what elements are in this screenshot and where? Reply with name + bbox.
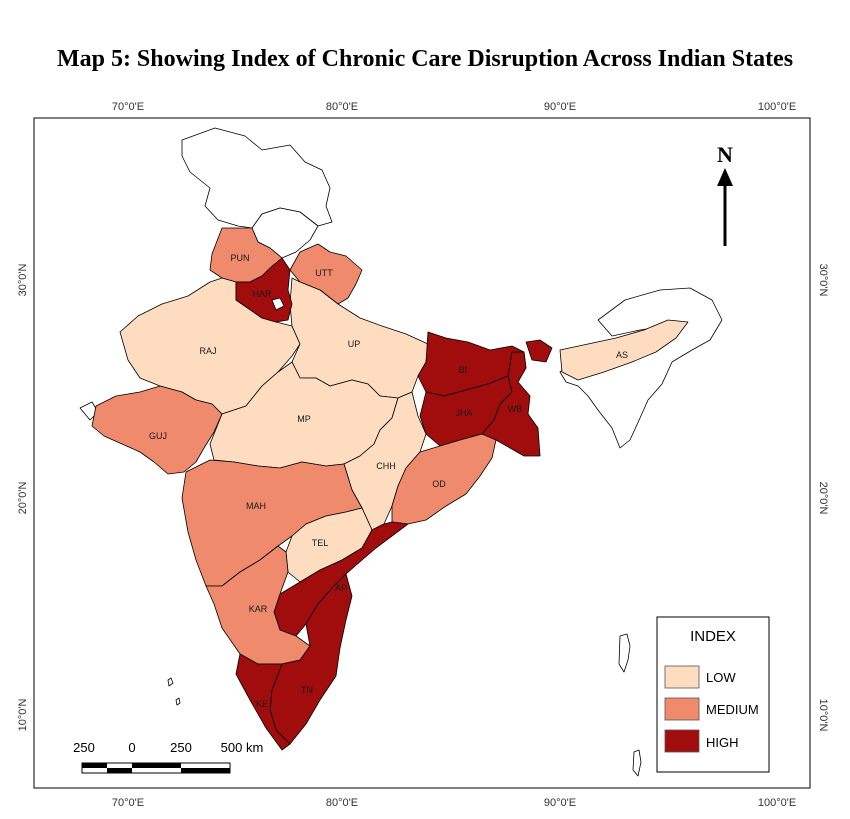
tick-right-10n: 10°0'N	[817, 699, 829, 732]
scale-seg	[82, 763, 107, 768]
tick-left-10n: 10°0'N	[17, 699, 29, 732]
legend-label-medium: MEDIUM	[706, 702, 759, 717]
north-arrow-icon	[717, 168, 733, 186]
state-raj	[119, 277, 301, 415]
tick-left-20n: 20°0'N	[17, 482, 29, 515]
tick-bottom-70e: 70°0'E	[112, 797, 144, 809]
scale-label-0: 0	[128, 740, 135, 755]
label-chh: CHH	[376, 461, 396, 471]
state-tn	[269, 573, 353, 745]
region-andaman	[618, 633, 631, 673]
state-guj	[91, 385, 223, 475]
tick-top-90e: 90°0'E	[544, 101, 576, 113]
scale-bar: 250 0 250 500 km	[73, 740, 264, 774]
label-bi: BI	[459, 365, 468, 375]
label-tn: TN	[301, 685, 313, 695]
label-guj: GUJ	[149, 431, 167, 441]
north-arrow-label: N	[717, 142, 733, 167]
legend-swatch-medium	[664, 697, 700, 721]
legend-label-high: HIGH	[706, 735, 739, 750]
region-nicobar	[632, 749, 642, 777]
state-wb	[481, 351, 541, 457]
tick-bottom-80e: 80°0'E	[326, 797, 358, 809]
legend-swatch-high	[664, 729, 700, 753]
label-mah: MAH	[246, 501, 266, 511]
state-utt	[289, 243, 363, 305]
label-wb: WB	[508, 404, 523, 414]
state-sikkim	[525, 339, 553, 363]
scale-label-500km: 500 km	[221, 740, 264, 755]
label-mp: MP	[297, 414, 311, 424]
state-as	[559, 319, 689, 381]
label-raj: RAJ	[199, 346, 216, 356]
label-od: OD	[432, 479, 446, 489]
label-utt: UTT	[315, 268, 333, 278]
label-tel: TEL	[312, 538, 329, 548]
state-labels: PUN HAR UTT RAJ UP BI AS GUJ MP JHA WB C…	[149, 253, 628, 709]
label-har: HAR	[252, 289, 272, 299]
tick-top-80e: 80°0'E	[326, 101, 358, 113]
region-lakshadweep	[167, 677, 181, 706]
tick-bottom-100e: 100°0'E	[758, 797, 796, 809]
region-delhi	[271, 297, 285, 311]
label-up: UP	[348, 339, 361, 349]
tick-right-20n: 20°0'N	[817, 482, 829, 515]
label-kar: KAR	[249, 604, 268, 614]
map-title: Map 5: Showing Index of Chronic Care Dis…	[56, 46, 794, 72]
legend-label-low: LOW	[706, 670, 736, 685]
label-ap: AP	[335, 583, 347, 593]
label-jha: JHA	[455, 408, 472, 418]
label-ke: KE	[256, 699, 268, 709]
label-as: AS	[616, 350, 628, 360]
scale-seg	[132, 763, 181, 768]
scale-seg	[107, 768, 132, 773]
scale-label-250-left: 250	[73, 740, 95, 755]
tick-left-30n: 30°0'N	[17, 264, 29, 297]
scale-label-250: 250	[170, 740, 192, 755]
tick-bottom-90e: 90°0'E	[544, 797, 576, 809]
legend-swatch-low	[664, 665, 700, 689]
legend-title: INDEX	[690, 628, 736, 645]
tick-top-70e: 70°0'E	[112, 101, 144, 113]
legend: INDEX LOW MEDIUM HIGH	[656, 616, 770, 773]
tick-right-30n: 30°0'N	[817, 264, 829, 297]
state-ke	[235, 653, 291, 751]
scale-seg	[181, 768, 230, 773]
label-pun: PUN	[230, 253, 249, 263]
north-arrow: N	[717, 142, 733, 246]
tick-top-100e: 100°0'E	[758, 101, 796, 113]
